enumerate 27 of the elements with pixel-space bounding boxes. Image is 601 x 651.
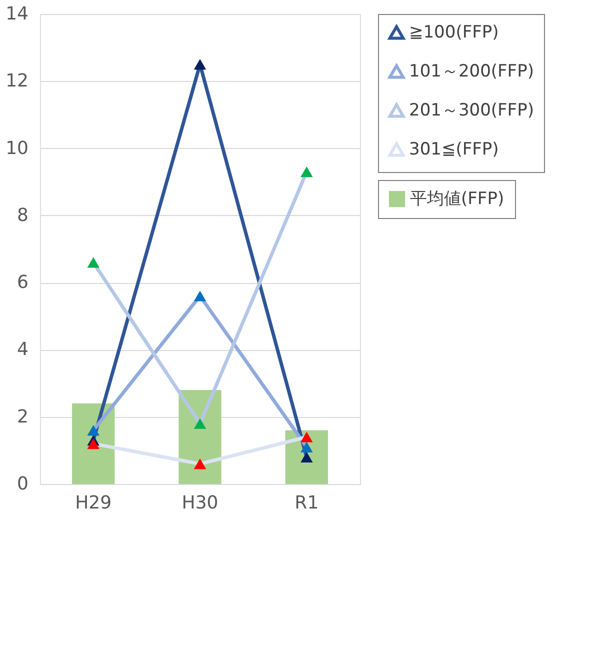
- x-tick-label: H30: [182, 492, 218, 514]
- point: [194, 418, 206, 429]
- y-tick-label: 10: [6, 138, 28, 159]
- x-tick-label: R1: [294, 492, 319, 514]
- legend-label: 201～300(FFP): [409, 100, 534, 120]
- y-tick-label: 2: [17, 406, 28, 428]
- y-tick-label: 8: [17, 204, 28, 226]
- point: [300, 442, 313, 452]
- x-tick-label: H29: [75, 492, 112, 514]
- point: [87, 257, 100, 268]
- point: [194, 458, 206, 470]
- point: [300, 166, 313, 178]
- legend-label: ≧100(FFP): [409, 22, 499, 42]
- point: [194, 59, 206, 70]
- y-tick-label: 0: [17, 474, 28, 494]
- point: [300, 432, 313, 442]
- legend-label: 101～200(FFP): [409, 62, 534, 82]
- point: [300, 452, 313, 462]
- y-tick-label: 12: [6, 70, 28, 92]
- point: [87, 438, 100, 450]
- legend-label: 301≦(FFP): [409, 140, 499, 160]
- point: [87, 424, 100, 436]
- y-tick-label: 4: [17, 339, 28, 360]
- y-tick-label: 14: [6, 4, 28, 24]
- y-tick-label: 6: [17, 272, 28, 294]
- point: [194, 290, 206, 302]
- legend-label: 平均値(FFP): [410, 189, 504, 209]
